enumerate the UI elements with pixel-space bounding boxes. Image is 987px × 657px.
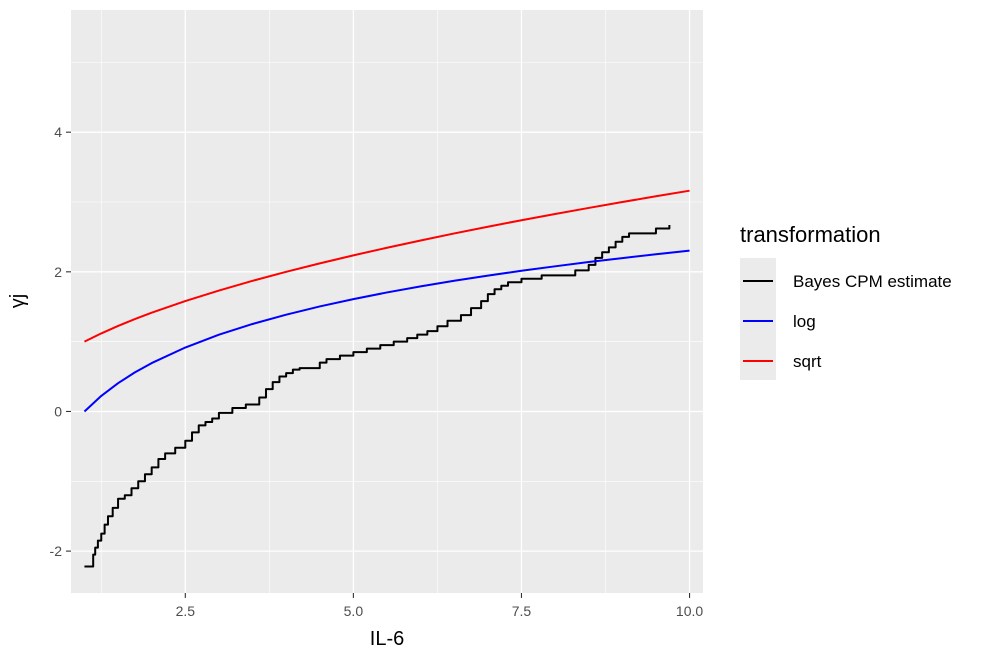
y-tick-label: 0 bbox=[54, 403, 62, 419]
panel-background bbox=[71, 10, 703, 593]
y-tick-label: 2 bbox=[54, 264, 62, 280]
legend-label-sqrt: sqrt bbox=[793, 352, 822, 371]
x-tick-label: 10.0 bbox=[676, 603, 703, 619]
series-line-sqrt bbox=[84, 189, 690, 343]
legend-items: Bayes CPM estimate log sqrt bbox=[743, 272, 952, 371]
legend-label-log: log bbox=[793, 312, 816, 331]
series-line-log bbox=[83, 249, 690, 413]
x-tick-label: 5.0 bbox=[344, 603, 364, 619]
legend: transformation Bayes CPM estimate log sqrt bbox=[740, 222, 952, 380]
grid bbox=[71, 10, 703, 593]
y-tick-label: 4 bbox=[54, 124, 62, 140]
x-tick-label: 2.5 bbox=[176, 603, 196, 619]
x-axis-title: IL-6 bbox=[370, 628, 404, 650]
x-tick-label: 7.5 bbox=[512, 603, 532, 619]
legend-label-bayes-cpm-estimate: Bayes CPM estimate bbox=[793, 272, 952, 291]
legend-title: transformation bbox=[740, 222, 881, 247]
legend-key-background bbox=[740, 258, 776, 380]
series-lines bbox=[83, 189, 690, 568]
axes: 2.5 5.0 7.5 10.0 -2 0 2 4 bbox=[50, 124, 704, 619]
series-line-bayes-cpm-estimate bbox=[84, 225, 671, 568]
y-tick-label: -2 bbox=[50, 543, 63, 559]
y-axis-title: γj bbox=[7, 294, 29, 308]
